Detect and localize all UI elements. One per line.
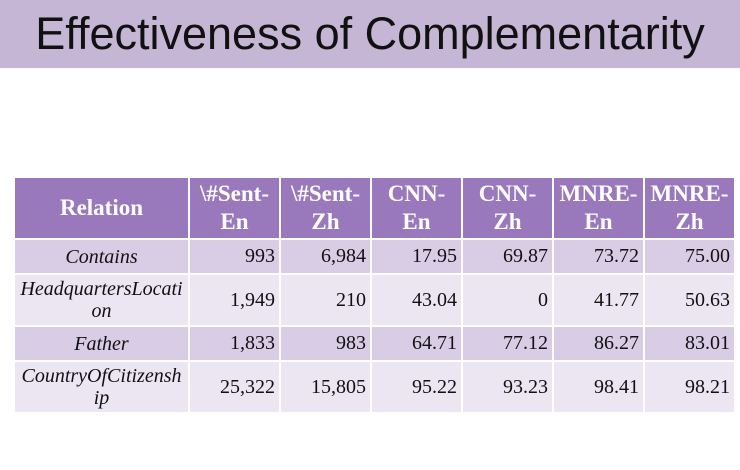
header-relation: Relation xyxy=(13,176,190,240)
sent-en-cell: 1,833 xyxy=(188,325,281,362)
table-row: CountryOfCitizenship 25,322 15,805 95.22… xyxy=(13,360,736,414)
results-table: Relation \#Sent-En \#Sent-Zh CNN-En CNN-… xyxy=(13,176,736,414)
cnn-en-cell: 17.95 xyxy=(370,238,463,275)
mnre-en-cell: 86.27 xyxy=(552,325,645,362)
relation-cell: Father xyxy=(13,325,190,362)
sent-zh-cell: 210 xyxy=(279,273,372,327)
cnn-en-cell: 95.22 xyxy=(370,360,463,414)
sent-zh-cell: 983 xyxy=(279,325,372,362)
header-sent-zh: \#Sent-Zh xyxy=(279,176,372,240)
mnre-en-cell: 98.41 xyxy=(552,360,645,414)
relation-cell: HeadquartersLocation xyxy=(13,273,190,327)
relation-cell: CountryOfCitizenship xyxy=(13,360,190,414)
cnn-en-cell: 43.04 xyxy=(370,273,463,327)
cnn-en-cell: 64.71 xyxy=(370,325,463,362)
header-cnn-en: CNN-En xyxy=(370,176,463,240)
cnn-zh-cell: 69.87 xyxy=(461,238,554,275)
sent-zh-cell: 15,805 xyxy=(279,360,372,414)
table-row: HeadquartersLocation 1,949 210 43.04 0 4… xyxy=(13,273,736,327)
mnre-en-cell: 41.77 xyxy=(552,273,645,327)
table-row: Contains 993 6,984 17.95 69.87 73.72 75.… xyxy=(13,238,736,275)
header-row: Relation \#Sent-En \#Sent-Zh CNN-En CNN-… xyxy=(13,176,736,240)
mnre-zh-cell: 83.01 xyxy=(643,325,736,362)
slide-title: Effectiveness of Complementarity xyxy=(35,8,705,59)
sent-en-cell: 25,322 xyxy=(188,360,281,414)
mnre-zh-cell: 50.63 xyxy=(643,273,736,327)
header-mnre-en: MNRE-En xyxy=(552,176,645,240)
cnn-zh-cell: 77.12 xyxy=(461,325,554,362)
relation-cell: Contains xyxy=(13,238,190,275)
cnn-zh-cell: 0 xyxy=(461,273,554,327)
mnre-zh-cell: 98.21 xyxy=(643,360,736,414)
cnn-zh-cell: 93.23 xyxy=(461,360,554,414)
mnre-zh-cell: 75.00 xyxy=(643,238,736,275)
sent-zh-cell: 6,984 xyxy=(279,238,372,275)
table-row: Father 1,833 983 64.71 77.12 86.27 83.01 xyxy=(13,325,736,362)
header-cnn-zh: CNN-Zh xyxy=(461,176,554,240)
sent-en-cell: 1,949 xyxy=(188,273,281,327)
mnre-en-cell: 73.72 xyxy=(552,238,645,275)
header-mnre-zh: MNRE-Zh xyxy=(643,176,736,240)
header-sent-en: \#Sent-En xyxy=(188,176,281,240)
title-bar xyxy=(0,0,740,68)
sent-en-cell: 993 xyxy=(188,238,281,275)
